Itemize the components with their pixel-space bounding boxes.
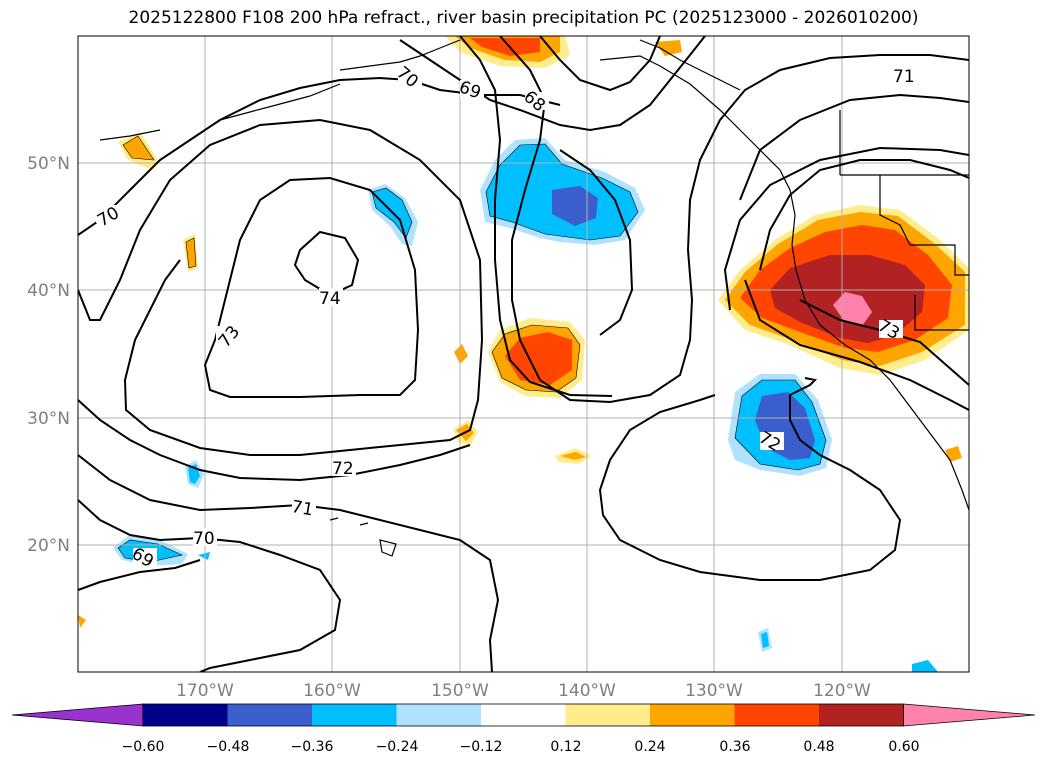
contour-label: 74 — [319, 289, 341, 309]
colorbar-tick-label: −0.12 — [460, 739, 503, 755]
coastlines — [99, 39, 969, 557]
colorbar-tick-label: 0.24 — [634, 739, 665, 755]
colorbar-tick-label: −0.60 — [122, 739, 165, 755]
colorbar-tick-label: 0.48 — [803, 739, 834, 755]
colorbar-segment — [481, 704, 566, 726]
colorbar-tick-label: 0.36 — [719, 739, 750, 755]
latitude-labels: 50°N 40°N 30°N 20°N — [27, 154, 70, 556]
refractivity-contours — [78, 36, 969, 672]
contour-label: 70 — [392, 63, 421, 92]
colorbar-segment — [565, 704, 650, 726]
lat-label-30n: 30°N — [27, 409, 70, 429]
colorbar-segment — [227, 704, 312, 726]
colorbar-segment — [143, 704, 228, 726]
contour-label: 70 — [193, 529, 215, 549]
colorbar-frame — [142, 703, 904, 727]
colorbar-segment — [650, 704, 735, 726]
colorbar-segment — [819, 704, 904, 726]
lon-label-130w: 130°W — [685, 681, 743, 701]
anomaly-outlines — [117, 135, 827, 563]
colorbar-tick-label: 0.60 — [888, 739, 919, 755]
colorbar-tick-label: 0.12 — [550, 739, 581, 755]
lon-label-120w: 120°W — [813, 681, 871, 701]
colorbar-extend-low — [11, 703, 144, 727]
colorbar-tick-label: −0.48 — [207, 739, 250, 755]
lon-label-160w: 160°W — [303, 681, 361, 701]
longitude-labels: 170°W 160°W 150°W 140°W 130°W 120°W — [176, 681, 871, 701]
contour-label: 71 — [290, 497, 315, 520]
lon-label-140w: 140°W — [558, 681, 616, 701]
lat-label-20n: 20°N — [27, 536, 70, 556]
colorbar — [11, 703, 1036, 727]
colorbar-segment — [396, 704, 481, 726]
map-title: 2025122800 F108 200 hPa refract., river … — [128, 8, 919, 28]
colorbar-segment — [312, 704, 397, 726]
colorbar-segment — [734, 704, 819, 726]
lon-label-150w: 150°W — [431, 681, 489, 701]
colorbar-extend-high — [903, 703, 1036, 727]
contour-label: 72 — [332, 459, 354, 479]
contour-label: 71 — [893, 67, 915, 87]
lon-label-170w: 170°W — [176, 681, 234, 701]
map-frame — [77, 35, 970, 673]
lat-label-40n: 40°N — [27, 281, 70, 301]
colorbar-tick-label: −0.24 — [376, 739, 419, 755]
colorbar-tick-label: −0.36 — [291, 739, 334, 755]
colorbar-labels: −0.60 −0.48 −0.36 −0.24 −0.12 0.12 0.24 … — [122, 739, 920, 755]
lat-label-50n: 50°N — [27, 154, 70, 174]
